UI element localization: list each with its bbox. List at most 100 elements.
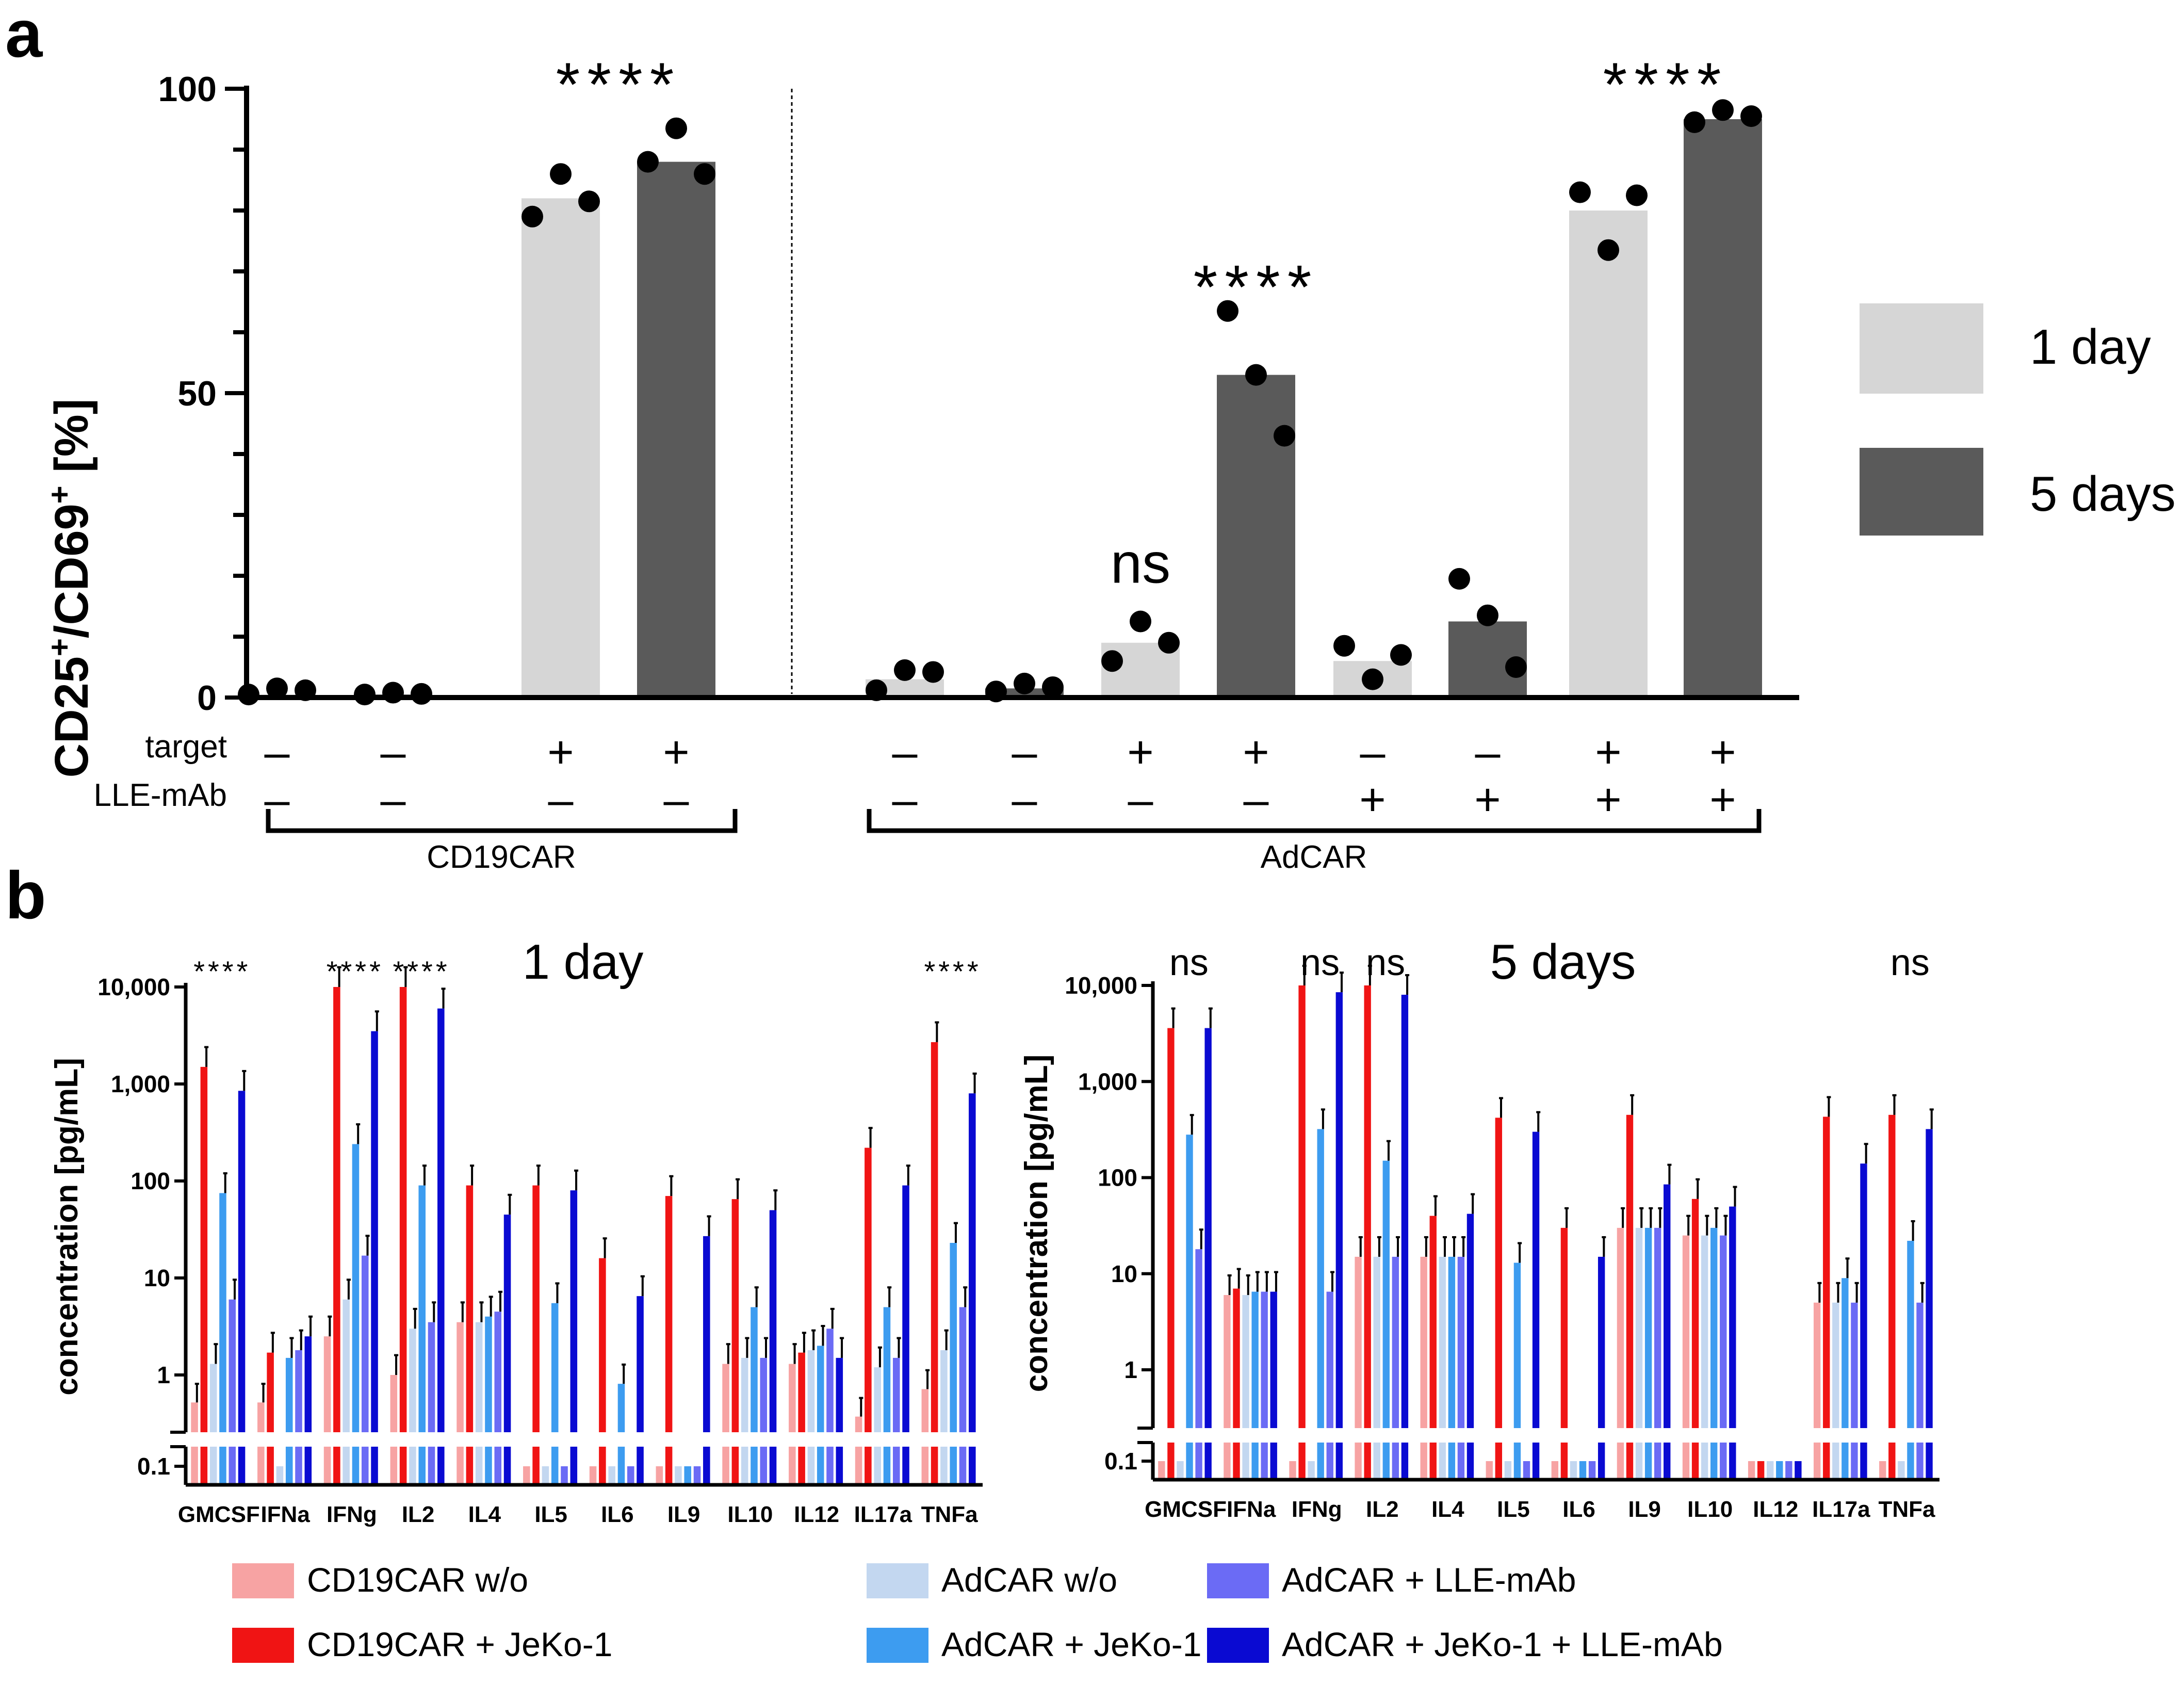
b-5days-bar-ifna-4	[1251, 1291, 1259, 1480]
b-5days-bar-il6-4	[1579, 1461, 1587, 1480]
b-1day-bar-il12-5	[826, 1329, 834, 1485]
legend-swatch-adcar-jeko-1	[867, 1628, 928, 1663]
b-1day-bar-ifna-5	[295, 1350, 302, 1485]
bar-12	[1684, 119, 1762, 698]
panel-a-bars	[238, 119, 1762, 698]
b-5days-bar-il9-1	[1617, 1227, 1624, 1480]
b-5days-bar-gmcsf-6	[1204, 1028, 1212, 1480]
data-point-2-2	[382, 682, 404, 704]
data-point-11-2	[1598, 239, 1619, 261]
b-1day-bar-tnfa-6	[969, 1093, 976, 1485]
b-5days-bar-il12-1	[1748, 1461, 1755, 1480]
b-5days-category-label-il4: IL4	[1431, 1497, 1464, 1522]
b-1day-category-label-il2: IL2	[402, 1502, 435, 1527]
b-5days-annotation-il2: ns	[1366, 942, 1405, 983]
data-point-1-2	[266, 677, 288, 700]
b-5days-bar-il9-4	[1644, 1227, 1652, 1480]
panel-a-axes: 0 50 100	[158, 70, 1799, 718]
data-point-12-2	[1712, 99, 1734, 121]
b-1day-bar-il6-2	[599, 1258, 606, 1485]
b-5days-bar-il12-2	[1757, 1461, 1765, 1480]
b-5days-bar-tnfa-6	[1926, 1129, 1933, 1480]
b-1day-bar-il4-5	[494, 1311, 502, 1485]
b-1day-bar-ifng-3	[343, 1299, 350, 1485]
b-1day-bar-il17a-2	[865, 1147, 872, 1485]
legend-swatch-adcar-lle-mab	[1207, 1563, 1269, 1598]
b-5days-y-tick-label-1: 1,000	[1078, 1068, 1137, 1095]
b-5days-bar-il12-4	[1776, 1461, 1783, 1480]
b-1day-y-tick-label-3: 10	[144, 1265, 170, 1291]
data-point-3-1	[521, 205, 543, 228]
target-sign-4: +	[663, 726, 689, 778]
b-1day-category-label-gmcsf: GMCSF	[178, 1502, 260, 1527]
b-5days-y-tick-label-3: 10	[1111, 1260, 1137, 1287]
b-1day-category-label-tnfa: TNFa	[921, 1502, 979, 1527]
b-5days-bar-il17a-3	[1832, 1302, 1839, 1480]
b-1day-annotation-il2: ****	[393, 955, 450, 987]
b-1day-bar-il10-6	[769, 1210, 777, 1485]
b-1day-y-tick-label-1: 1,000	[111, 1071, 170, 1097]
significance-stars-11: ****	[1603, 50, 1729, 119]
data-point-7-3	[1158, 632, 1180, 654]
b-1day-category-label-ifng: IFNg	[327, 1502, 377, 1527]
lle-sign-5: –	[892, 774, 918, 825]
panel-a-significance: **** ns **** ****	[556, 50, 1729, 595]
b-5days-bar-ifna-6	[1270, 1291, 1277, 1480]
bar-4	[637, 161, 715, 698]
b-5days-category-label-il9: IL9	[1628, 1497, 1661, 1522]
b-5days-y-axis-title: concentration [pg/mL]	[1019, 1055, 1054, 1392]
b-1day-bar-tnfa-5	[959, 1307, 967, 1485]
b-1day-bar-il9-6	[703, 1236, 710, 1485]
data-point-9-2	[1362, 668, 1383, 690]
panel-a-group-brackets: CD19CAR AdCAR	[266, 809, 1762, 875]
b-5days-bar-ifna-3	[1242, 1295, 1249, 1480]
b-1day-bar-il10-5	[760, 1357, 768, 1485]
b-1day-category-label-il4: IL4	[468, 1502, 501, 1527]
lle-sign-4: –	[664, 774, 689, 825]
b-1day-bar-il5-3	[542, 1466, 549, 1485]
b-1day-bar-il17a-6	[902, 1185, 909, 1485]
b-1day-annotation-tnfa: ****	[924, 955, 981, 987]
b-5days-category-label-il5: IL5	[1497, 1497, 1530, 1522]
b-5days-category-label-il17a: IL17a	[1812, 1497, 1870, 1522]
b-5days-y-tick-label-4: 1	[1124, 1356, 1137, 1383]
data-point-10-2	[1477, 604, 1498, 626]
b-1day-bar-il12-1	[789, 1364, 796, 1485]
b-1day-bar-il2-2	[399, 987, 407, 1485]
b-1day-bar-il5-1	[523, 1466, 530, 1485]
b-5days-bar-il6-6	[1598, 1256, 1605, 1480]
b-5days-category-label-ifng: IFNg	[1292, 1497, 1342, 1522]
b-5days-bar-gmcsf-1	[1158, 1461, 1165, 1480]
b-1day-bar-ifng-6	[371, 1031, 378, 1485]
b-1day-bar-il6-1	[589, 1466, 597, 1485]
legend-swatch-1-day	[1860, 303, 1983, 394]
b-5days-bar-il10-5	[1720, 1235, 1727, 1480]
b-5days-bar-ifng-5	[1326, 1291, 1333, 1480]
panel-a-label: a	[5, 0, 43, 71]
b-5days-category-label-il12: IL12	[1753, 1497, 1798, 1522]
b-1day-bar-il5-6	[570, 1190, 578, 1485]
b-1day-bar-ifng-4	[352, 1144, 360, 1485]
cd19car-bracket	[266, 809, 738, 833]
b-1day-bar-ifna-3	[276, 1466, 284, 1485]
b-1day-category-label-ifna: IFNa	[260, 1502, 310, 1527]
b-1day-bar-il4-4	[485, 1316, 492, 1485]
b-5days-bar-il5-5	[1523, 1461, 1530, 1480]
b-5days-bar-gmcsf-4	[1186, 1135, 1193, 1480]
y-tick-label-0: 0	[197, 678, 217, 718]
b-5days-bar-il12-3	[1767, 1461, 1774, 1480]
b-1day-bar-gmcsf-3	[209, 1364, 217, 1485]
b-5days-bar-il6-3	[1570, 1461, 1577, 1480]
b-5days-bar-il10-6	[1729, 1206, 1736, 1480]
b-1day-bar-ifna-6	[304, 1336, 312, 1485]
legend-label-5-days: 5 days	[2030, 466, 2176, 522]
b-1day-bar-il9-2	[665, 1196, 673, 1485]
lle-sign-9: +	[1359, 774, 1386, 825]
b-1day-y-tick-label-2: 100	[131, 1168, 170, 1194]
b-5days-bar-il5-3	[1504, 1461, 1512, 1480]
b-5days-bar-il9-5	[1654, 1227, 1661, 1480]
target-sign-3: +	[547, 726, 574, 778]
target-sign-8: +	[1243, 726, 1269, 778]
adcar-bracket	[867, 809, 1762, 833]
data-point-6-3	[1042, 676, 1064, 698]
